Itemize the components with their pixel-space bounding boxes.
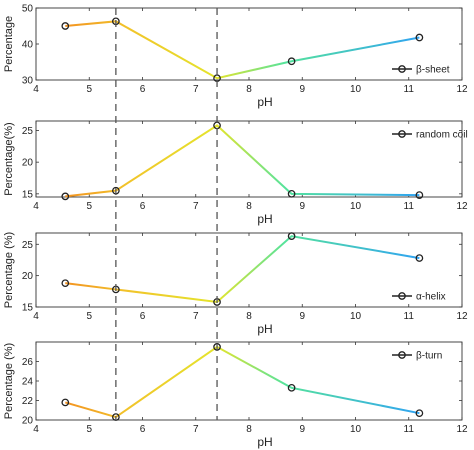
data-point [415,191,424,199]
y-axis-label: Percentage (%) [3,343,15,419]
y-tick-label: 24 [22,377,34,388]
legend-label: random coil [416,130,468,141]
x-tick-label: 11 [404,424,415,435]
data-point [287,57,296,66]
x-tick-label: 9 [299,84,305,95]
x-tick-label: 5 [86,84,92,95]
y-axis-label: Percentage [3,16,15,72]
x-tick-label: 6 [140,84,146,95]
x-tick-label: 7 [193,311,199,322]
x-tick-label: 10 [350,424,362,435]
x-tick-label: 10 [350,84,362,95]
x-tick-label: 5 [86,311,92,322]
legend: β-turn [392,351,442,362]
panel-4: 4 5 6 7 8 9 10 11 12 pH 20 22 24 26 Percentage (%) β-tu… [3,341,468,449]
x-tick-label: 10 [350,201,362,212]
y-tick-label: 26 [22,357,34,368]
y-tick-label: 40 [22,40,34,51]
data-point [287,383,296,392]
panel-3: 4 5 6 7 8 9 10 11 12 pH 15 20 25 Percentage (%) α-heli… [3,232,468,336]
series-line [65,20,420,80]
x-tick-label: 10 [350,311,362,322]
x-tick-label: 9 [299,201,305,212]
x-axis-label: pH [257,95,272,109]
x-tick-label: 4 [33,424,39,435]
data-point [415,254,424,262]
legend-marker [398,65,406,73]
panel-2: 4 5 6 7 8 9 10 11 12 pH 15 20 25 Percentage(%) random … [3,120,468,226]
y-tick-label: 20 [22,158,34,169]
x-tick-label: 6 [140,424,146,435]
x-tick-label: 4 [33,84,39,95]
panels-layer: 4 5 6 7 8 9 10 11 12 pH 30 40 50 Percentage β-sheet 4 5 6… [3,4,468,450]
data-point [112,413,120,421]
panel-1: 4 5 6 7 8 9 10 11 12 pH 30 40 50 Percentage β-sheet [3,4,468,110]
x-tick-label: 8 [246,424,252,435]
x-axis-label: pH [257,212,272,226]
x-axis-label: pH [257,435,272,449]
y-axis-label: Percentage (%) [3,232,15,308]
legend-marker [398,292,406,300]
legend-marker [398,130,406,138]
x-tick-label: 7 [193,84,199,95]
x-tick-label: 5 [86,201,92,212]
x-axis-label: pH [257,322,272,336]
x-tick-label: 6 [140,201,146,212]
legend-marker [398,351,406,359]
data-point [415,409,424,418]
y-tick-label: 15 [22,189,34,200]
x-tick-label: 5 [86,424,92,435]
reference-lines-layer [115,8,218,420]
data-point [287,232,296,240]
x-tick-label: 9 [299,424,305,435]
x-tick-label: 6 [140,311,146,322]
x-tick-label: 12 [456,424,468,435]
series-line [65,124,420,198]
x-tick-label: 11 [404,311,415,322]
x-tick-label: 12 [456,84,468,95]
legend: β-sheet [392,65,450,76]
x-tick-label: 9 [299,311,305,322]
y-tick-label: 15 [22,303,34,314]
legend: α-helix [392,292,446,303]
legend-label: α-helix [416,292,446,303]
legend: random coil [392,130,468,141]
x-tick-label: 12 [456,311,468,322]
data-point [61,398,70,407]
legend-label: β-turn [416,351,442,362]
x-tick-label: 8 [246,311,252,322]
data-point [61,22,70,30]
x-tick-label: 12 [456,201,468,212]
data-point [61,279,70,288]
x-tick-label: 8 [246,84,252,95]
data-point [287,189,296,198]
y-tick-label: 50 [22,4,34,15]
x-tick-label: 8 [246,201,252,212]
x-tick-label: 7 [193,424,199,435]
plot-frame [35,120,463,198]
x-tick-label: 11 [404,84,415,95]
y-tick-label: 25 [22,240,34,251]
y-tick-label: 30 [22,76,34,87]
data-point [415,33,424,42]
x-tick-label: 4 [33,311,39,322]
y-tick-label: 22 [22,396,34,407]
data-point [61,192,70,201]
x-tick-label: 4 [33,201,39,212]
x-tick-label: 7 [193,201,199,212]
y-axis-label: Percentage(%) [3,122,15,195]
plot-frame [35,232,463,308]
y-tick-label: 25 [22,126,34,137]
y-tick-label: 20 [22,271,34,282]
y-tick-label: 20 [22,416,34,427]
legend-label: β-sheet [416,65,450,76]
x-tick-label: 11 [404,201,415,212]
plot-frame [35,7,463,81]
